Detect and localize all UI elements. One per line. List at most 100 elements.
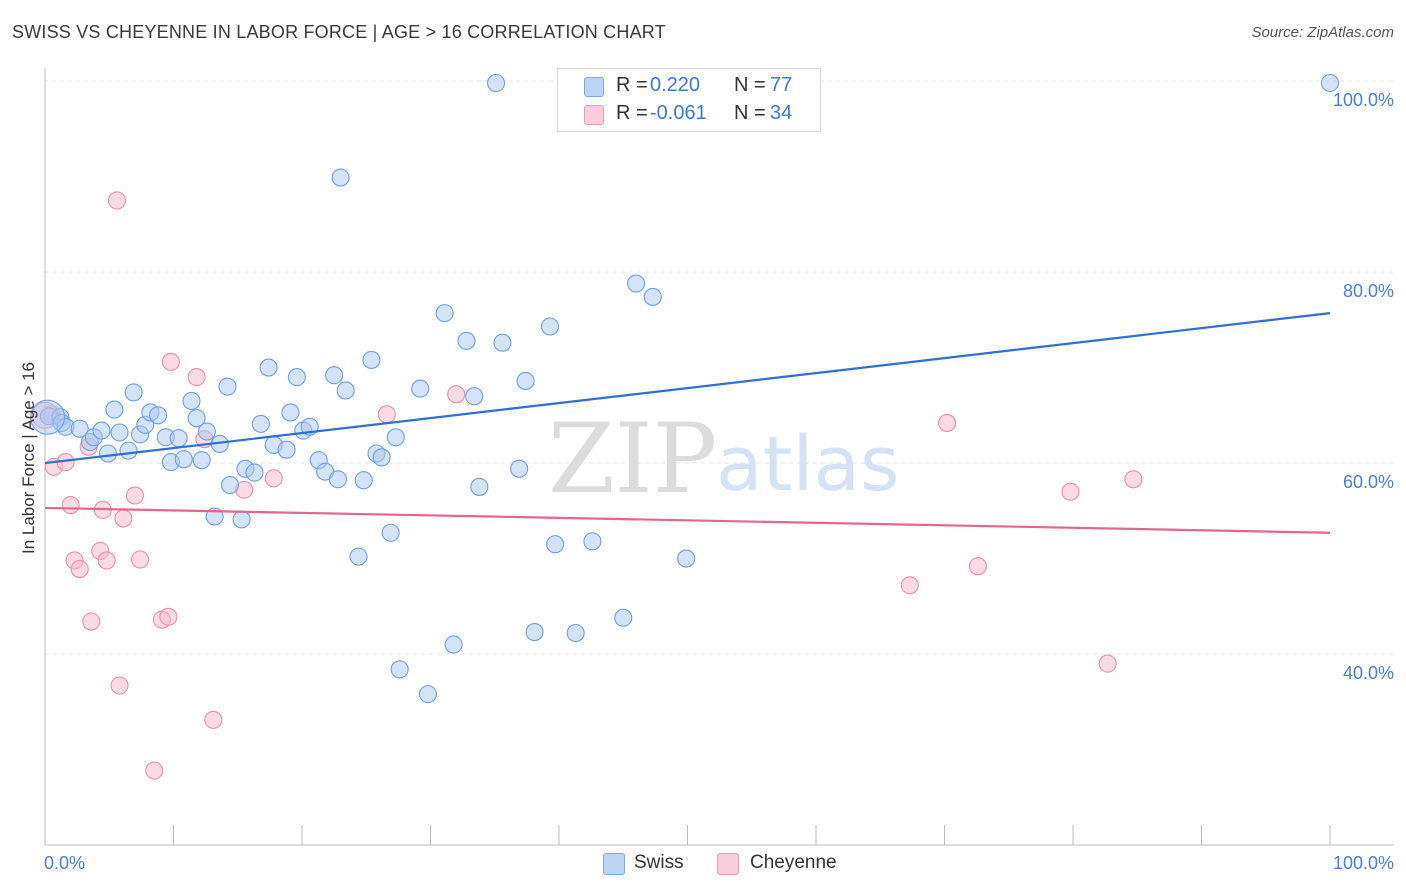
swiss-point xyxy=(540,317,560,336)
swiss-point xyxy=(372,448,391,467)
swiss-point xyxy=(30,399,66,435)
swiss-point xyxy=(174,450,193,469)
cheyenne-point xyxy=(114,509,133,528)
axes xyxy=(44,68,1394,846)
watermark-atlas: atlas xyxy=(716,419,900,508)
x-tick-label: 100.0% xyxy=(1333,853,1394,873)
swiss-points xyxy=(30,73,1340,704)
swiss-point xyxy=(457,331,476,350)
swiss-point xyxy=(386,428,405,447)
swiss-point xyxy=(614,608,633,627)
swiss-point xyxy=(583,532,602,551)
cheyenne-point xyxy=(1098,654,1117,673)
watermark: ZIP atlas xyxy=(548,403,900,515)
swiss-point xyxy=(325,366,344,385)
cheyenne-point xyxy=(159,607,178,626)
cheyenne-trend-line xyxy=(44,506,1331,534)
cheyenne-point xyxy=(110,676,129,695)
swiss-point xyxy=(643,287,662,306)
swiss-point xyxy=(119,441,138,460)
swiss-point xyxy=(516,371,535,390)
cheyenne-point xyxy=(97,551,116,570)
swiss-point xyxy=(192,451,211,470)
swiss-point xyxy=(381,523,400,542)
cheyenne-point xyxy=(968,557,987,576)
cheyenne-point xyxy=(70,559,89,579)
cheyenne-point xyxy=(82,612,101,631)
cheyenne-point xyxy=(161,352,180,371)
swiss-legend-label: Swiss xyxy=(634,852,684,873)
cheyenne-point xyxy=(1124,470,1143,489)
swiss-point xyxy=(110,423,129,442)
swiss-point xyxy=(92,421,111,440)
swiss-point xyxy=(105,400,124,419)
correlation-legend: R = 0.220 N = 77 R = -0.061 N = 34 xyxy=(557,68,821,132)
y-tick-label: 60.0% xyxy=(1343,472,1394,492)
legend-n-value: 77 xyxy=(770,74,793,96)
swiss-point xyxy=(336,381,355,400)
swiss-point xyxy=(328,470,348,489)
swiss-point xyxy=(220,475,240,495)
swiss-point xyxy=(444,635,463,654)
cheyenne-legend-swatch xyxy=(717,853,739,875)
swiss-swatch xyxy=(584,77,604,97)
swiss-point xyxy=(98,444,118,463)
swiss-point xyxy=(287,368,306,387)
swiss-point xyxy=(418,685,437,704)
swiss-point xyxy=(362,350,381,369)
swiss-point xyxy=(124,383,143,402)
swiss-point xyxy=(465,387,484,406)
swiss-point xyxy=(281,403,300,422)
cheyenne-point xyxy=(377,405,396,424)
cheyenne-legend-label: Cheyenne xyxy=(750,852,837,873)
cheyenne-point xyxy=(1061,482,1080,501)
y-tick-label: 40.0% xyxy=(1343,663,1394,683)
swiss-point xyxy=(331,168,350,187)
swiss-legend-swatch xyxy=(603,853,625,875)
swiss-trend-line xyxy=(44,312,1331,465)
swiss-point xyxy=(277,440,296,459)
cheyenne-point xyxy=(204,710,223,729)
legend-n-value: 34 xyxy=(770,102,793,124)
cheyenne-point xyxy=(447,385,466,404)
swiss-point xyxy=(349,547,368,566)
swiss-point xyxy=(187,409,206,428)
cheyenne-point xyxy=(131,550,150,569)
swiss-point xyxy=(149,406,168,425)
legend-r-label: R = xyxy=(616,102,648,124)
swiss-point xyxy=(493,333,512,352)
cheyenne-point xyxy=(187,368,206,387)
legend-n-label: N = xyxy=(734,102,766,124)
swiss-point xyxy=(197,422,216,441)
cheyenne-point xyxy=(61,496,80,515)
cheyenne-swatch xyxy=(584,105,604,125)
cheyenne-point xyxy=(125,486,144,505)
cheyenne-point xyxy=(938,413,957,432)
swiss-point xyxy=(627,274,646,293)
swiss-point xyxy=(390,660,409,679)
chart-title: SWISS VS CHEYENNE IN LABOR FORCE | AGE >… xyxy=(12,22,666,42)
legend-r-value: -0.061 xyxy=(650,102,707,124)
swiss-point xyxy=(566,623,585,643)
swiss-point xyxy=(232,510,251,529)
legend-r-value: 0.220 xyxy=(650,74,701,96)
swiss-point xyxy=(251,414,270,433)
legend-n-label: N = xyxy=(734,74,766,96)
swiss-point xyxy=(546,535,565,554)
cheyenne-point xyxy=(900,576,919,595)
cheyenne-point xyxy=(264,469,283,488)
legend-r-label: R = xyxy=(616,74,648,96)
swiss-point xyxy=(677,549,696,568)
swiss-point xyxy=(470,477,489,496)
trend-lines xyxy=(44,312,1331,534)
swiss-point xyxy=(218,377,237,396)
x-tick-label: 0.0% xyxy=(44,853,85,873)
y-axis-title: In Labor Force | Age > 16 xyxy=(19,362,38,554)
swiss-point xyxy=(70,419,89,438)
swiss-point xyxy=(1320,73,1340,93)
swiss-point xyxy=(525,623,544,642)
y-tick-labels: 40.0% 60.0% 80.0% 100.0% xyxy=(1333,90,1394,683)
cheyenne-point xyxy=(107,191,127,210)
swiss-point xyxy=(259,358,278,377)
